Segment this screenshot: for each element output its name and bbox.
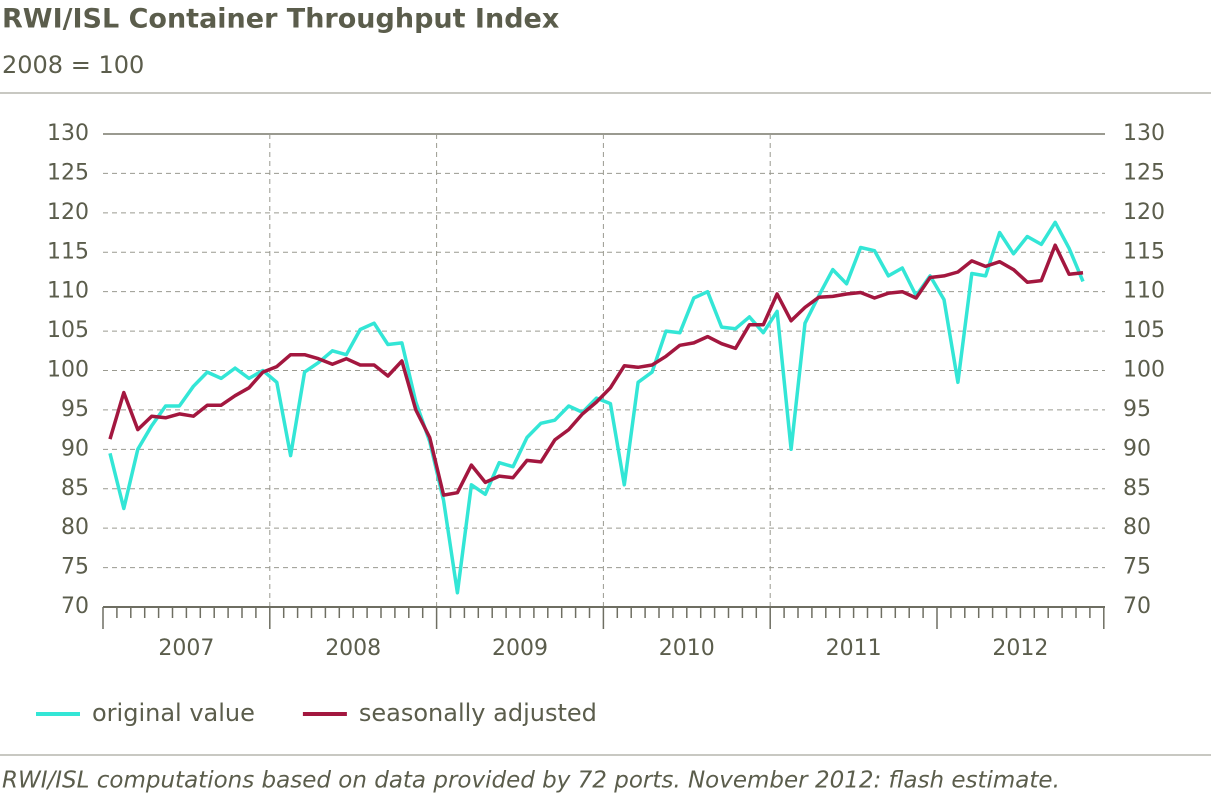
legend-label: seasonally adjusted xyxy=(359,699,597,727)
x-tick-label: 2010 xyxy=(659,636,715,661)
y2-tick-label: 85 xyxy=(1123,476,1151,501)
x-tick-label: 2009 xyxy=(492,636,548,661)
legend-label: original value xyxy=(92,699,255,727)
y2-tick-label: 95 xyxy=(1123,397,1151,422)
y-tick-label: 100 xyxy=(47,358,89,383)
y2-tick-label: 130 xyxy=(1123,121,1165,146)
y-tick-label: 120 xyxy=(47,200,89,225)
y2-tick-label: 120 xyxy=(1123,200,1165,225)
y-tick-label: 115 xyxy=(47,239,89,264)
x-tick-label: 2011 xyxy=(826,636,882,661)
y-tick-label: 125 xyxy=(47,160,89,185)
y-tick-label: 95 xyxy=(61,397,89,422)
x-tick-label: 2012 xyxy=(992,636,1048,661)
y-tick-label: 110 xyxy=(47,279,89,304)
y2-tick-label: 80 xyxy=(1123,515,1151,540)
footnote: RWI/ISL computations based on data provi… xyxy=(2,768,1060,794)
y-tick-label: 80 xyxy=(61,515,89,540)
x-tick-label: 2007 xyxy=(158,636,214,661)
chart-subtitle: 2008 = 100 xyxy=(2,51,144,79)
y-tick-label: 85 xyxy=(61,476,89,501)
y2-tick-label: 115 xyxy=(1123,239,1165,264)
y2-tick-label: 70 xyxy=(1123,594,1151,619)
x-tick-label: 2008 xyxy=(325,636,381,661)
y-tick-label: 90 xyxy=(61,436,89,461)
chart-title: RWI/ISL Container Throughput Index xyxy=(2,4,559,35)
y-tick-label: 75 xyxy=(61,555,89,580)
y2-tick-label: 75 xyxy=(1123,555,1151,580)
y-tick-label: 130 xyxy=(47,121,89,146)
series-line xyxy=(108,243,1084,497)
y-tick-label: 105 xyxy=(47,318,89,343)
y2-tick-label: 125 xyxy=(1123,160,1165,185)
y2-tick-label: 110 xyxy=(1123,279,1165,304)
y2-tick-label: 90 xyxy=(1123,436,1151,461)
y-tick-label: 70 xyxy=(61,594,89,619)
y2-tick-label: 100 xyxy=(1123,358,1165,383)
y2-tick-label: 105 xyxy=(1123,318,1165,343)
